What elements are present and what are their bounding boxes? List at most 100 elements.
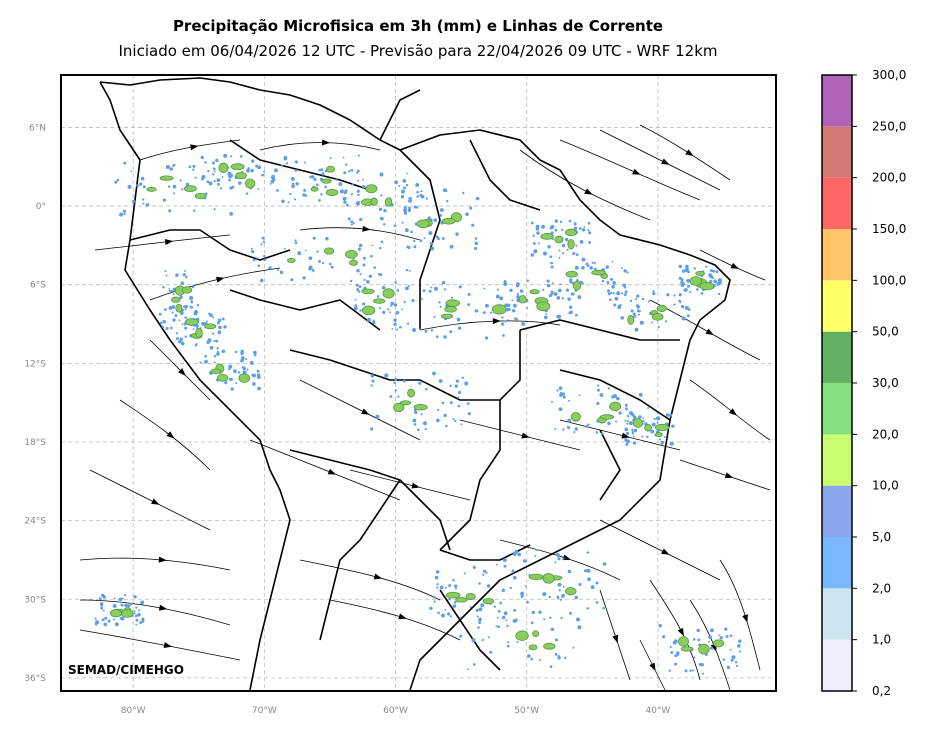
rain-cell [294,241,298,245]
rain-cell [471,638,476,643]
rain-cell [456,317,461,322]
rain-cell [513,303,517,308]
rain-cell [542,251,547,256]
colorbar-label: 2,0 [872,581,891,595]
rain-cell [581,266,585,270]
rain-cell [445,424,448,428]
rain-cell [526,600,529,604]
rain-cell [632,435,635,438]
country-borders [99,77,731,691]
rain-cell [363,278,366,282]
rain-cell [101,618,105,622]
rain-cell [145,203,150,207]
rain-cell [127,184,132,189]
rain-cell [100,603,104,607]
rain-cell [523,559,527,563]
rain-cell [601,279,605,283]
rain-cell [137,613,141,617]
rain-cell [118,597,123,602]
rain-cell [657,325,660,329]
rain-cell [665,413,670,417]
rain-cell [376,295,380,298]
rain-cell [585,425,589,428]
rain-cell [496,563,498,566]
rain-cell [625,442,629,446]
rain-cell [474,241,479,246]
rain-core [591,269,606,276]
rain-cell [399,325,402,329]
rain-cell [653,417,656,421]
rain-cell [632,312,636,316]
rain-core [651,312,664,321]
rain-cell [613,303,617,307]
rain-cell [427,216,431,220]
rain-cell [505,303,509,307]
rain-cell [726,665,731,670]
rain-core [210,368,222,375]
rain-cell [595,431,599,434]
rain-cell [343,171,347,175]
rain-cell [240,358,244,363]
colorbar-label: 300,0 [872,68,906,82]
rain-cell [208,181,213,186]
rain-cell [555,553,560,557]
rain-cell [666,293,670,297]
rain-cell [724,627,728,631]
rain-cell [546,283,551,288]
rain-cell [483,287,486,290]
streamline-arrow [361,408,370,415]
rain-core [121,609,134,618]
rain-cell [448,597,451,601]
colorbar-label: 100,0 [872,273,906,287]
rain-cell [625,407,628,411]
rain-cell [413,423,417,426]
rain-cell [482,573,485,576]
colorbar: 0,2 1,0 2,0 5,0 10,0 20,0 30,0 50,0 100,0 150,0 20… [821,68,906,698]
rain-cell [403,206,407,209]
rain-cell [567,569,572,574]
rain-core [361,288,375,295]
rain-cell [389,311,391,314]
rain-cell [390,301,395,306]
rain-cell [562,251,565,255]
rain-cell [429,242,433,246]
colorbar-label: 200,0 [872,171,906,185]
rain-cell [393,322,397,327]
rain-cell [432,371,436,376]
rain-cell [474,237,478,240]
rain-cell [94,617,97,620]
rain-cell [113,597,116,600]
rain-cell [245,358,248,361]
rain-core [518,295,527,304]
rain-cell [531,610,535,615]
rain-cell [263,254,266,258]
rain-cell [189,295,194,300]
rain-cell [338,182,343,186]
rain-cell [705,265,708,268]
rain-cell [270,176,273,179]
rain-cell [602,606,605,610]
rain-cell [245,192,249,195]
rain-cell [502,558,507,562]
rain-cell [240,351,244,356]
rain-cell [393,381,396,384]
rain-cell [165,165,170,169]
rain-cell [391,327,394,330]
rain-cell [709,628,714,633]
rain-cell [380,240,384,244]
rain-cell [362,263,366,267]
rain-cell [123,212,126,216]
rain-cell [605,265,610,269]
rain-cell [670,650,674,654]
rain-cell [658,438,661,441]
rain-cell [114,180,118,184]
rain-cell [184,316,187,319]
rain-cell [234,350,238,354]
rain-cell [707,640,710,643]
rain-cell [656,421,659,424]
rain-cell [725,634,729,638]
rain-cell [350,193,353,196]
rain-cell [466,668,469,671]
rain-cell [709,646,714,650]
rain-cell [658,623,662,628]
